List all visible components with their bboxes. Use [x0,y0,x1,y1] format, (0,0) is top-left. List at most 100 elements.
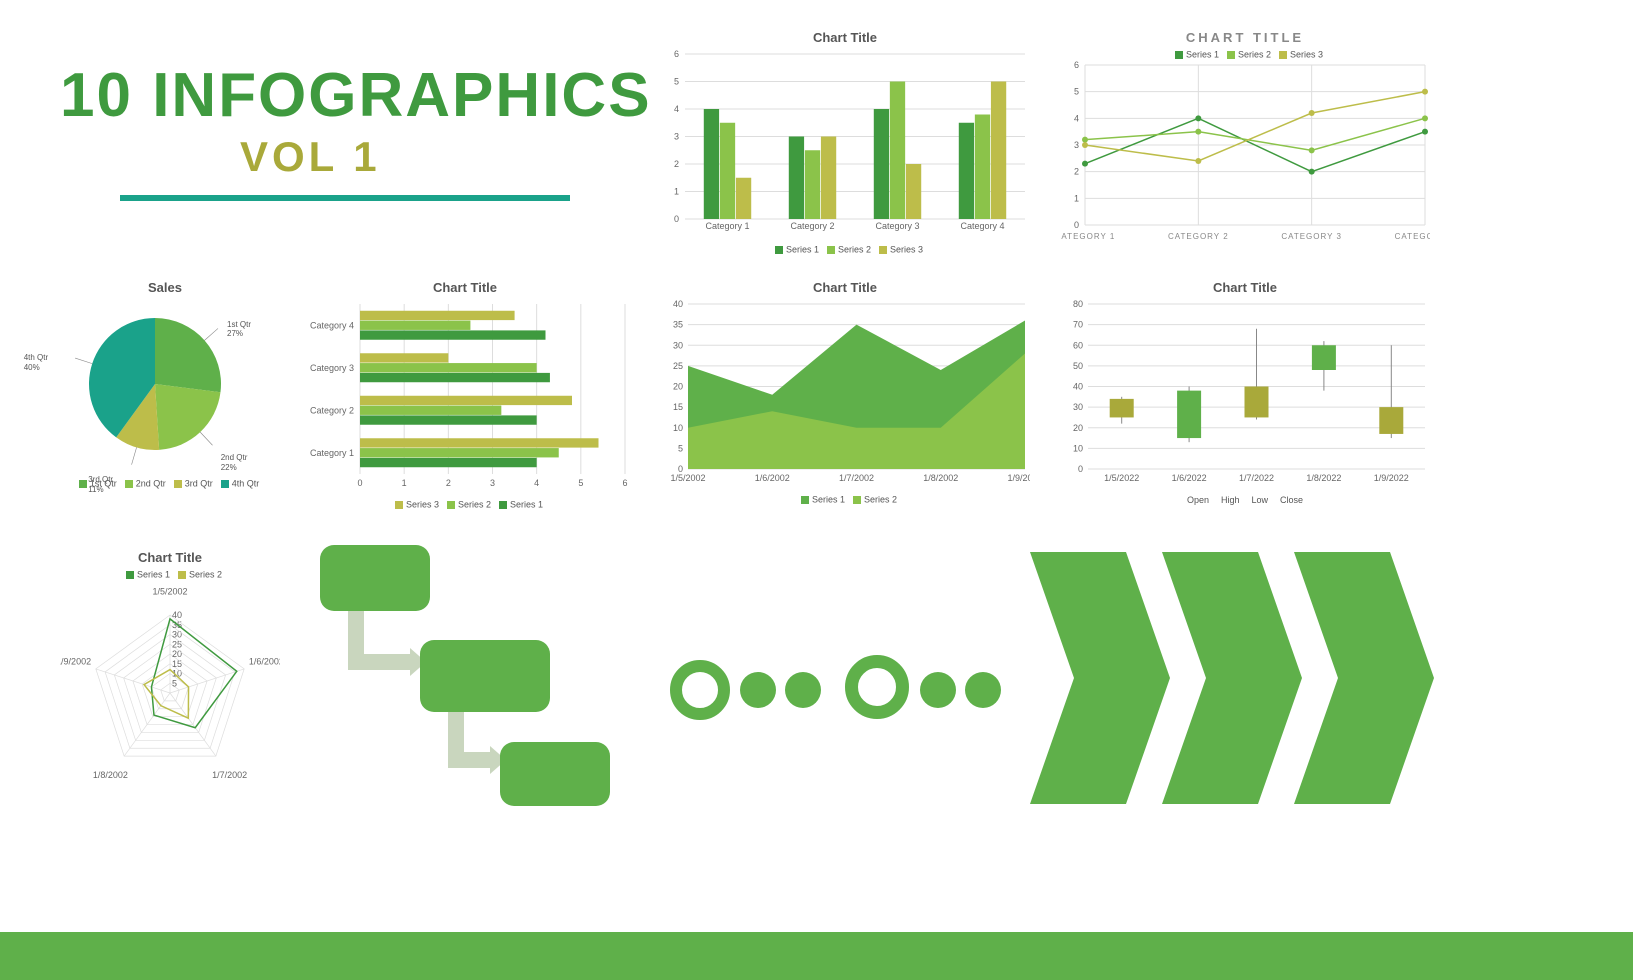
svg-text:25: 25 [172,639,182,649]
svg-text:1/8/2002: 1/8/2002 [923,473,958,483]
svg-text:3: 3 [490,478,495,488]
chart-legend: OpenHighLowClose [1060,494,1430,505]
dot-icon [785,672,821,708]
svg-text:1: 1 [674,187,679,197]
svg-text:6: 6 [1074,60,1079,70]
chart-legend: Series 3Series 2Series 1 [300,499,630,510]
flow-step [500,742,610,806]
svg-text:60: 60 [1073,340,1083,350]
svg-text:40: 40 [172,610,182,620]
svg-text:1/7/2002: 1/7/2002 [839,473,874,483]
chart-legend: Series 1Series 2 [660,494,1030,505]
svg-text:6: 6 [674,49,679,59]
flow-step [320,545,430,611]
pie-slice-label: 4th Qtr40% [24,353,48,372]
svg-text:1/7/2022: 1/7/2022 [1239,473,1274,483]
footer-bar [0,932,1633,980]
chart-title: Sales [40,280,290,295]
svg-text:Category 1: Category 1 [705,221,749,231]
chart-title: Chart Title [300,280,630,295]
svg-text:30: 30 [172,629,182,639]
svg-text:1: 1 [1074,193,1079,203]
svg-text:10: 10 [673,423,683,433]
dot-icon [965,672,1001,708]
area-chart: Chart Title05101520253035401/5/20021/6/2… [660,280,1030,505]
line-chart: CHART TITLESeries 1Series 2Series 301234… [1060,30,1430,248]
svg-text:1/6/2002: 1/6/2002 [755,473,790,483]
grouped-bar-chart: Chart Title0123456Category 1Category 2Ca… [660,30,1030,255]
svg-text:1/5/2022: 1/5/2022 [1104,473,1139,483]
dot-icon [740,672,776,708]
svg-text:Category 4: Category 4 [310,320,354,330]
trapezoid-card [1162,552,1302,804]
svg-text:20: 20 [673,382,683,392]
svg-text:40: 40 [673,299,683,309]
chart-legend: Series 1Series 2Series 3 [1060,49,1430,60]
svg-text:4: 4 [1074,113,1079,123]
svg-text:30: 30 [1073,402,1083,412]
svg-text:4: 4 [674,104,679,114]
svg-text:1/5/2002: 1/5/2002 [152,586,187,596]
page-title: 10 INFOGRAPHICS [60,60,652,131]
chart-title: Chart Title [60,550,280,565]
svg-text:4: 4 [534,478,539,488]
svg-text:2: 2 [446,478,451,488]
trapezoid-card [1030,552,1170,804]
svg-text:6: 6 [622,478,627,488]
svg-text:1/8/2022: 1/8/2022 [1306,473,1341,483]
svg-text:30: 30 [673,340,683,350]
svg-text:50: 50 [1073,361,1083,371]
pie-slice-label: 2nd Qtr22% [221,453,248,472]
svg-text:1/9/2002: 1/9/2002 [1007,473,1030,483]
svg-text:Category 3: Category 3 [875,221,919,231]
header-block: 10 INFOGRAPHICS VOL 1 [60,60,652,201]
chart-legend: 1st Qtr2nd Qtr3rd Qtr4th Qtr [40,478,290,489]
svg-text:Category 2: Category 2 [790,221,834,231]
svg-text:1/5/2002: 1/5/2002 [670,473,705,483]
svg-text:CATEGORY 4: CATEGORY 4 [1395,232,1430,241]
svg-text:0: 0 [1074,220,1079,230]
ring-icon [670,660,730,720]
svg-text:Category 2: Category 2 [310,405,354,415]
svg-text:15: 15 [172,658,182,668]
horizontal-bar-chart: Chart Title 0 1 2 3 4 5 6 Category 1 Category 2 Ca… [300,280,630,510]
svg-text:2: 2 [1074,166,1079,176]
svg-text:25: 25 [673,361,683,371]
page-subtitle: VOL 1 [60,133,652,181]
pie-chart: Sales1st Qtr27%2nd Qtr22%3rd Qtr11%4th Q… [40,280,290,510]
svg-text:Category 3: Category 3 [310,363,354,373]
chart-title: Chart Title [1060,280,1430,295]
svg-text:20: 20 [1073,423,1083,433]
svg-text:1/6/2002: 1/6/2002 [249,656,280,666]
svg-text:1/8/2002: 1/8/2002 [93,770,128,780]
svg-text:0: 0 [674,214,679,224]
svg-text:15: 15 [673,402,683,412]
chart-title: CHART TITLE [1060,30,1430,45]
svg-text:2: 2 [674,159,679,169]
svg-text:1/9/2002: 1/9/2002 [60,656,91,666]
trapezoid-card [1294,552,1434,804]
svg-text:CATEGORY 1: CATEGORY 1 [1060,232,1115,241]
svg-text:0: 0 [357,478,362,488]
svg-text:Category 1: Category 1 [310,448,354,458]
svg-text:5: 5 [678,443,683,453]
flow-step [420,640,550,712]
svg-text:CATEGORY 2: CATEGORY 2 [1168,232,1229,241]
svg-text:20: 20 [172,649,182,659]
svg-text:40: 40 [1073,382,1083,392]
radar-chart: Chart TitleSeries 1Series 25101520253035… [60,550,280,795]
svg-text:5: 5 [1074,86,1079,96]
chart-legend: Series 1Series 2 [60,569,280,580]
header-rule [120,195,570,201]
ring-icon [845,655,909,719]
svg-text:3: 3 [674,132,679,142]
dot-icon [920,672,956,708]
svg-text:80: 80 [1073,299,1083,309]
svg-text:1/7/2002: 1/7/2002 [212,770,247,780]
svg-text:5: 5 [578,478,583,488]
svg-text:5: 5 [172,678,177,688]
svg-text:0: 0 [1078,464,1083,474]
svg-text:1: 1 [402,478,407,488]
pie-slice-label: 1st Qtr27% [227,320,251,339]
candlestick-chart: Chart Title010203040506070801/5/20221/6/… [1060,280,1430,505]
